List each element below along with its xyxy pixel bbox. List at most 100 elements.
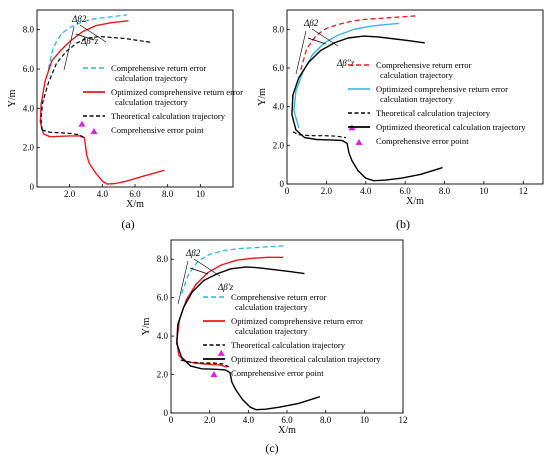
y-tick-label: 6.0	[273, 63, 285, 73]
error-point-marker	[78, 120, 86, 127]
y-tick-label: 4.0	[23, 103, 35, 113]
y-tick-label: 2.0	[23, 143, 35, 153]
x-tick-label: 6.0	[129, 189, 141, 199]
legend-label: Optimized theoretical calculation trajec…	[376, 122, 526, 132]
y-tick-label: 0	[280, 179, 285, 189]
legend-label: Optimized comprehensive return error	[111, 87, 243, 97]
delta-beta-annotation: Δβ''z	[80, 36, 99, 46]
x-tick-label: 2.0	[64, 189, 76, 199]
panel-label: (a)	[121, 217, 134, 231]
legend-label: Optimized theoretical calculation trajec…	[231, 354, 381, 364]
legend-label: Optimized comprehensive return error	[376, 84, 508, 94]
y-tick-label: 2.0	[157, 370, 169, 380]
x-tick-label: 10	[360, 415, 370, 425]
delta-beta-annotation: Δβ2	[303, 18, 319, 28]
legend-label: calculation trajectory	[235, 302, 308, 312]
legend-symbol	[355, 139, 363, 145]
annotation-guide	[177, 260, 189, 305]
annotation-arrow	[75, 33, 95, 41]
annotation-arrow	[189, 267, 209, 275]
y-tick-label: 0	[30, 182, 35, 192]
x-tick-label: 4.0	[243, 415, 255, 425]
series-line	[180, 245, 286, 295]
y-tick-label: 8.0	[23, 25, 35, 35]
x-tick-label: 2.0	[204, 415, 216, 425]
panel-3: 0 2.0 4.0 6.0 8.0 10 12 0 2.0 4.0 6.0 8.0 X/m Y/m Δβ2 Δ…	[141, 239, 408, 455]
y-tick-label: 8.0	[273, 24, 285, 34]
x-tick-label: 10	[196, 189, 206, 199]
delta-beta-annotation: Δβ2	[185, 248, 201, 258]
legend-label: Comprehensive error point	[376, 136, 469, 146]
panel-2: 0 2.0 4.0 6.0 8.0 10 12 0 2.0 4.0 6.0 8.0 X/m Y/m Δβ2 Δ…	[257, 9, 544, 231]
y-tick-label: 0	[164, 408, 169, 418]
x-tick-label: 2.0	[321, 186, 333, 196]
annotation-guide	[79, 24, 107, 43]
legend-label: Theoretical calculation trajectory	[376, 108, 491, 118]
legend-label: Comprehensive return error	[231, 292, 327, 302]
series-line	[176, 266, 321, 411]
delta-beta-annotation: Δβ2	[71, 14, 87, 24]
y-tick-label: 8.0	[157, 254, 169, 264]
legend-label: Theoretical calculation trajectory	[111, 111, 226, 121]
series-line	[47, 14, 127, 70]
y-axis-label: Y/m	[7, 89, 18, 107]
series-line	[39, 20, 165, 185]
x-tick-label: 8.0	[320, 415, 332, 425]
x-tick-label: 4.0	[97, 189, 109, 199]
error-point-marker	[217, 349, 225, 356]
panel-label: (b)	[396, 217, 410, 231]
y-tick-label: 2.0	[273, 140, 285, 150]
series-line	[180, 359, 230, 368]
x-tick-label: 8.0	[162, 189, 174, 199]
y-axis-label: Y/m	[257, 88, 268, 106]
series-line	[291, 35, 443, 182]
series-line	[176, 256, 284, 368]
x-axis-label: X/m	[278, 425, 296, 436]
legend-label: Theoretical calculation trajectory	[231, 340, 346, 350]
delta-beta-annotation: Δβ'z	[217, 282, 234, 292]
annotation-guide	[311, 28, 339, 47]
x-axis-label: X/m	[406, 196, 424, 207]
legend-label: calculation trajectory	[235, 326, 308, 336]
panel-1: 2.0 4.0 6.0 8.0 10 0 2.0 4.0 6.0 8.0 X/m Y/m Δβ2 Δβ''…	[7, 9, 243, 231]
y-tick-label: 4.0	[157, 331, 169, 341]
delta-beta-annotation: Δβ''z	[336, 58, 355, 68]
legend-label: Comprehensive return error	[376, 60, 472, 70]
legend-label: calculation trajectory	[380, 94, 453, 104]
annotation-guide	[193, 258, 221, 277]
legend-symbol	[210, 371, 218, 377]
x-tick-label: 8.0	[439, 186, 451, 196]
x-axis-label: X/m	[126, 199, 144, 210]
y-axis-label: Y/m	[141, 317, 152, 335]
x-tick-label: 6.0	[400, 186, 412, 196]
x-tick-label: 6.0	[281, 415, 293, 425]
legend-label: calculation trajectory	[115, 73, 188, 83]
legend-label: calculation trajectory	[115, 97, 188, 107]
legend-label: Comprehensive error point	[111, 125, 204, 135]
x-tick-label: 4.0	[360, 186, 372, 196]
legend-label: calculation trajectory	[380, 70, 453, 80]
x-tick-label: 12	[519, 186, 528, 196]
x-tick-label: 0	[285, 186, 290, 196]
series-line	[292, 131, 347, 139]
series-line	[40, 35, 152, 131]
series-line	[293, 22, 400, 129]
legend-label: Comprehensive error point	[231, 368, 324, 378]
x-tick-label: 12	[399, 415, 408, 425]
plot-frame	[286, 9, 544, 185]
y-tick-label: 4.0	[273, 102, 285, 112]
x-tick-label: 0	[169, 415, 174, 425]
panel-label: (c)	[265, 441, 278, 455]
legend-label: Optimized comprehensive return error	[231, 316, 363, 326]
x-tick-label: 10	[479, 186, 489, 196]
legend-label: Comprehensive return error	[111, 63, 207, 73]
annotation-arrow	[307, 37, 327, 45]
legend-symbol	[90, 128, 98, 134]
y-tick-label: 6.0	[157, 293, 169, 303]
annotation-guide	[63, 26, 75, 71]
y-tick-label: 6.0	[23, 64, 35, 74]
series-line	[41, 129, 85, 139]
